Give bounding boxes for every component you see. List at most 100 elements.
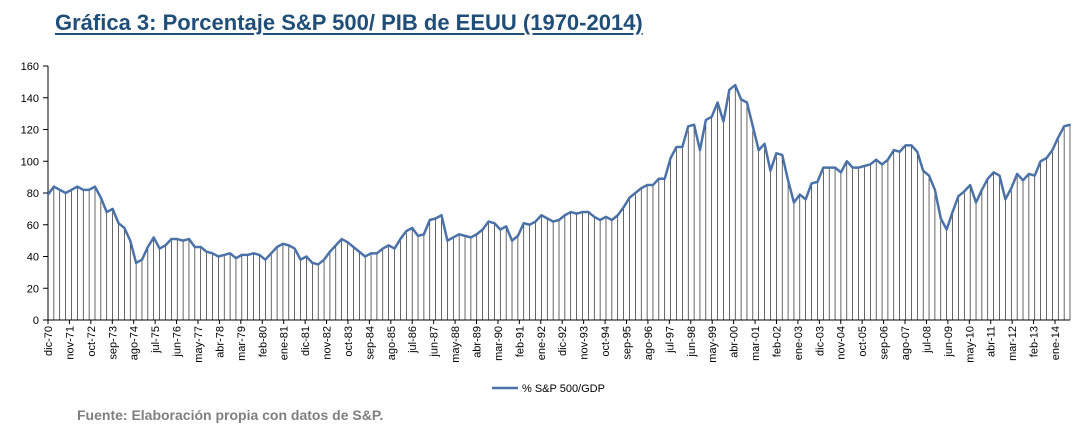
data-point xyxy=(798,193,801,196)
x-tick-label: ene-92 xyxy=(536,326,548,360)
data-point xyxy=(82,188,85,191)
x-tick-label: jul-97 xyxy=(664,326,676,354)
data-point xyxy=(305,255,308,258)
data-point xyxy=(934,188,936,191)
x-tick-label: abr-89 xyxy=(472,326,484,358)
data-point xyxy=(722,120,725,123)
x-tick-label: sep-06 xyxy=(879,326,891,360)
data-point xyxy=(699,149,701,152)
data-point xyxy=(428,219,431,221)
x-tick-label: mar-90 xyxy=(493,326,505,361)
data-point xyxy=(675,146,678,148)
drop-lines xyxy=(47,85,1071,320)
data-point xyxy=(869,163,872,166)
data-point xyxy=(781,154,784,156)
data-point xyxy=(910,144,913,147)
data-point xyxy=(358,250,361,253)
data-point xyxy=(945,228,948,231)
data-point xyxy=(423,233,425,236)
data-point xyxy=(757,149,760,152)
y-axis: 0 20 40 60 80 100 120 140 160 xyxy=(21,61,49,327)
x-tick-label: jul-08 xyxy=(921,326,933,354)
x-tick-label: sep-73 xyxy=(107,326,119,360)
x-tick-label: feb-02 xyxy=(771,326,783,357)
y-tick-label: 140 xyxy=(21,93,39,105)
data-point xyxy=(1027,173,1030,175)
data-point xyxy=(323,258,325,261)
data-point xyxy=(957,195,960,198)
data-point xyxy=(1045,157,1048,159)
data-point xyxy=(229,252,231,255)
y-tick-label: 120 xyxy=(21,125,39,137)
data-point xyxy=(810,182,813,185)
x-tick-label: oct-94 xyxy=(600,326,612,357)
x-tick-label: nov-82 xyxy=(322,326,334,360)
data-point xyxy=(417,234,419,237)
data-point xyxy=(493,222,496,225)
data-point xyxy=(135,261,138,264)
data-point xyxy=(851,166,854,169)
data-point xyxy=(845,160,848,163)
y-tick-label: 100 xyxy=(21,156,39,168)
x-tick-label: dic-92 xyxy=(557,326,569,356)
data-point xyxy=(716,101,719,104)
x-tick-label: sep-95 xyxy=(621,326,633,360)
data-point xyxy=(70,188,73,191)
data-point xyxy=(552,220,555,223)
data-point xyxy=(816,180,819,183)
data-point xyxy=(563,214,566,217)
data-point xyxy=(293,247,296,250)
data-point xyxy=(558,219,560,221)
data-point xyxy=(1016,173,1019,175)
data-point xyxy=(117,222,120,225)
data-point xyxy=(205,250,208,253)
data-point xyxy=(1004,198,1007,201)
x-tick-label: jul-75 xyxy=(150,326,162,354)
data-point xyxy=(740,98,742,101)
x-tick-label: jun-87 xyxy=(429,326,441,358)
data-point xyxy=(481,228,484,231)
data-point xyxy=(751,125,754,128)
x-tick-label: oct-83 xyxy=(343,326,355,357)
data-point xyxy=(534,220,537,223)
data-point xyxy=(793,201,795,204)
data-point xyxy=(469,236,472,239)
data-point xyxy=(52,185,55,188)
y-tick-label: 160 xyxy=(21,61,39,73)
data-point xyxy=(980,188,983,191)
data-point xyxy=(951,211,954,213)
data-point xyxy=(193,246,196,248)
data-point xyxy=(287,244,290,247)
data-point xyxy=(487,220,490,223)
data-point xyxy=(164,244,167,247)
data-point xyxy=(364,255,367,258)
data-point xyxy=(252,252,255,255)
data-point xyxy=(1063,125,1066,128)
data-point xyxy=(129,239,132,242)
data-point xyxy=(522,222,525,225)
legend: % S&P 500/GDP xyxy=(492,383,605,395)
data-point xyxy=(411,227,414,229)
data-point xyxy=(1069,123,1071,126)
data-point xyxy=(610,219,613,221)
data-point xyxy=(393,247,396,250)
data-point xyxy=(546,217,549,220)
data-point xyxy=(840,171,842,174)
x-axis: dic-70 nov-71 oct-72 sep-73 ago-74 jul-75 jun-… xyxy=(43,319,1070,363)
data-point xyxy=(376,252,378,255)
x-tick-label: abr-11 xyxy=(986,326,998,357)
data-point xyxy=(881,163,883,166)
data-point xyxy=(1010,187,1013,190)
data-point xyxy=(898,150,901,153)
data-point xyxy=(217,255,220,258)
data-point xyxy=(687,125,690,128)
x-tick-label: mar-79 xyxy=(236,326,248,361)
data-point xyxy=(734,84,737,86)
data-point xyxy=(581,211,584,213)
x-tick-label: feb-91 xyxy=(514,326,526,357)
x-tick-label: mar-01 xyxy=(750,326,762,361)
data-point xyxy=(769,169,772,172)
data-point xyxy=(746,101,748,104)
x-tick-label: ene-14 xyxy=(1050,326,1062,360)
data-point xyxy=(440,214,443,217)
